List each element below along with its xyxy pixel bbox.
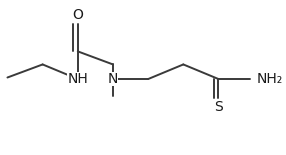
Text: N: N xyxy=(108,72,118,86)
Text: O: O xyxy=(72,8,83,22)
Text: NH₂: NH₂ xyxy=(256,72,283,86)
Text: S: S xyxy=(214,100,223,114)
Text: NH: NH xyxy=(67,72,88,86)
